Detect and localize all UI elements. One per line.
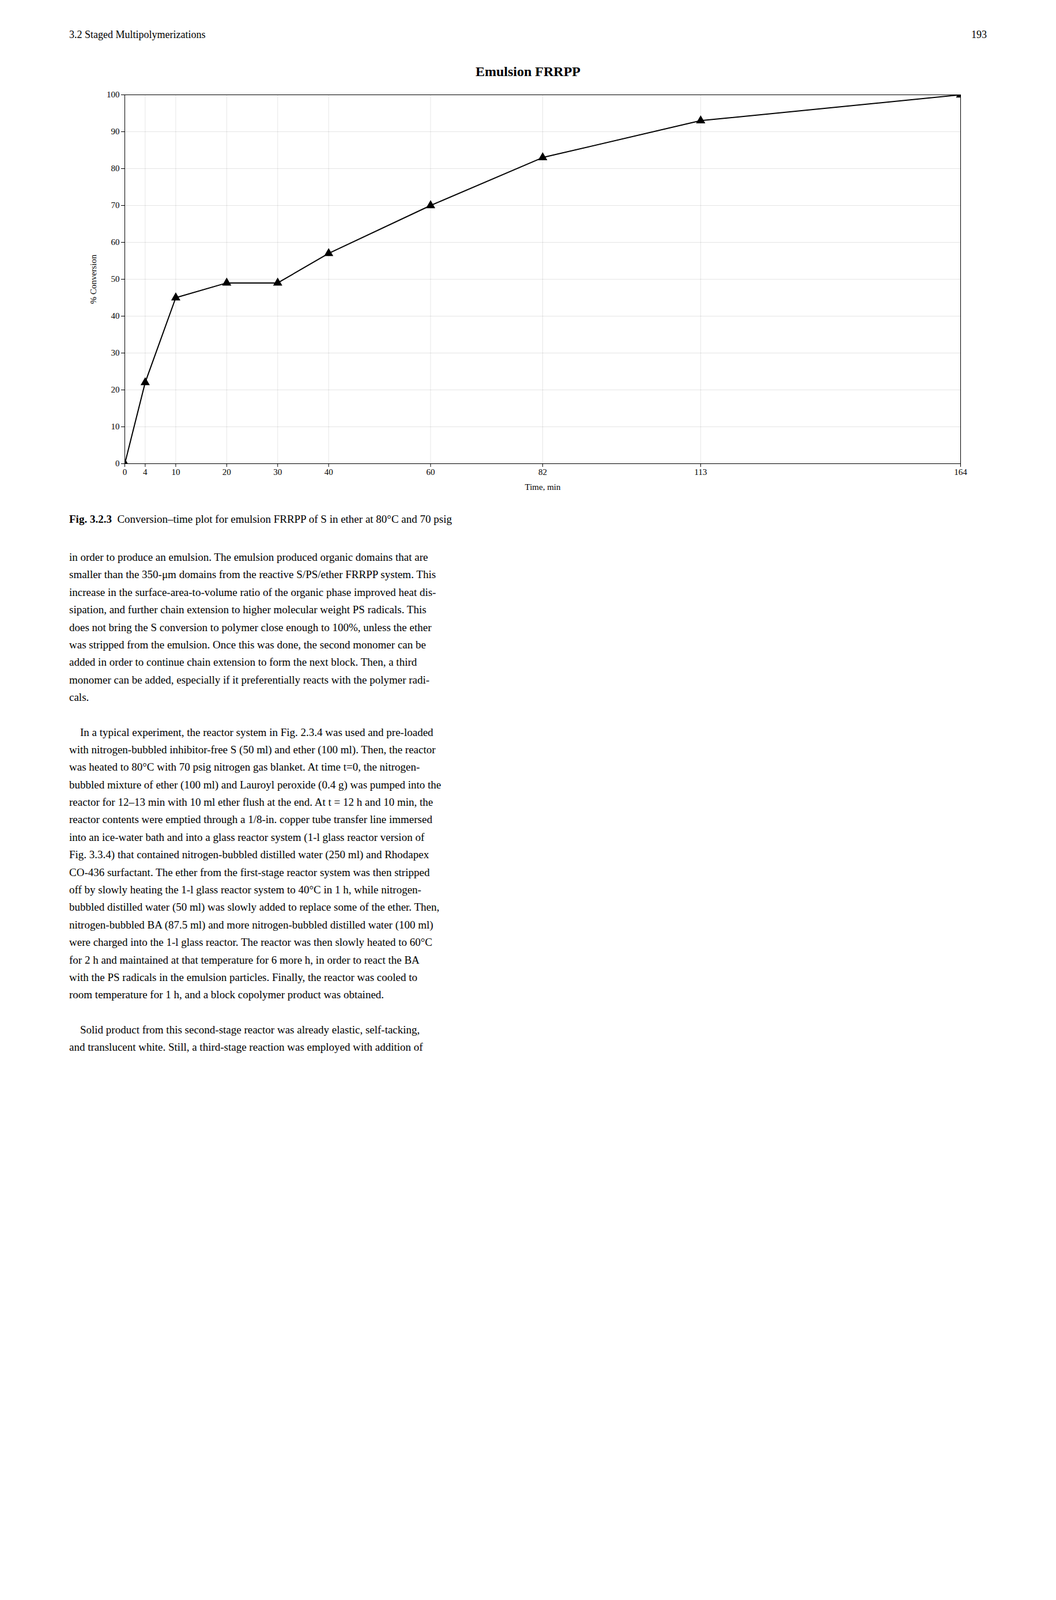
html-text:193: 193 (971, 28, 987, 41)
svg-text:4: 4 (142, 467, 148, 477)
svg-text:80: 80 (111, 163, 120, 173)
svg-text:20: 20 (111, 385, 120, 395)
svg-text:82: 82 (538, 467, 548, 477)
svg-text:40: 40 (111, 311, 120, 321)
svg-text:30: 30 (273, 467, 282, 477)
svg-text:113: 113 (694, 467, 708, 477)
svg-text:50: 50 (111, 274, 120, 284)
svg-text:164: 164 (953, 467, 968, 477)
svg-text:30: 30 (111, 348, 120, 358)
html-text:Solid product from this second: Solid product from this second-stage rea… (69, 1023, 423, 1054)
svg-text:10: 10 (171, 467, 180, 477)
html-text:Fig. 3.2.3 Conversion–time plo: Fig. 3.2.3 Conversion–time plot for emul… (69, 513, 452, 526)
svg-text:0: 0 (122, 467, 128, 477)
svg-text:90: 90 (111, 126, 120, 137)
html-text:Emulsion FRRPP: Emulsion FRRPP (475, 63, 581, 79)
html-text:in order to produce an emulsio: in order to produce an emulsion. The emu… (69, 551, 437, 704)
svg-text:70: 70 (111, 200, 120, 210)
svg-text:60: 60 (111, 237, 120, 247)
svg-text:% Conversion: % Conversion (88, 254, 98, 304)
html-text:In a typical experiment, the r: In a typical experiment, the reactor sys… (69, 726, 442, 1001)
svg-text:60: 60 (425, 467, 435, 477)
svg-text:100: 100 (106, 89, 120, 100)
html-text:3.2 Staged Multipolymerization: 3.2 Staged Multipolymerizations (69, 28, 206, 41)
svg-text:10: 10 (111, 421, 120, 432)
svg-text:Time, min: Time, min (525, 482, 561, 492)
svg-text:20: 20 (222, 467, 232, 477)
svg-text:0: 0 (115, 458, 120, 469)
svg-text:40: 40 (324, 467, 334, 477)
